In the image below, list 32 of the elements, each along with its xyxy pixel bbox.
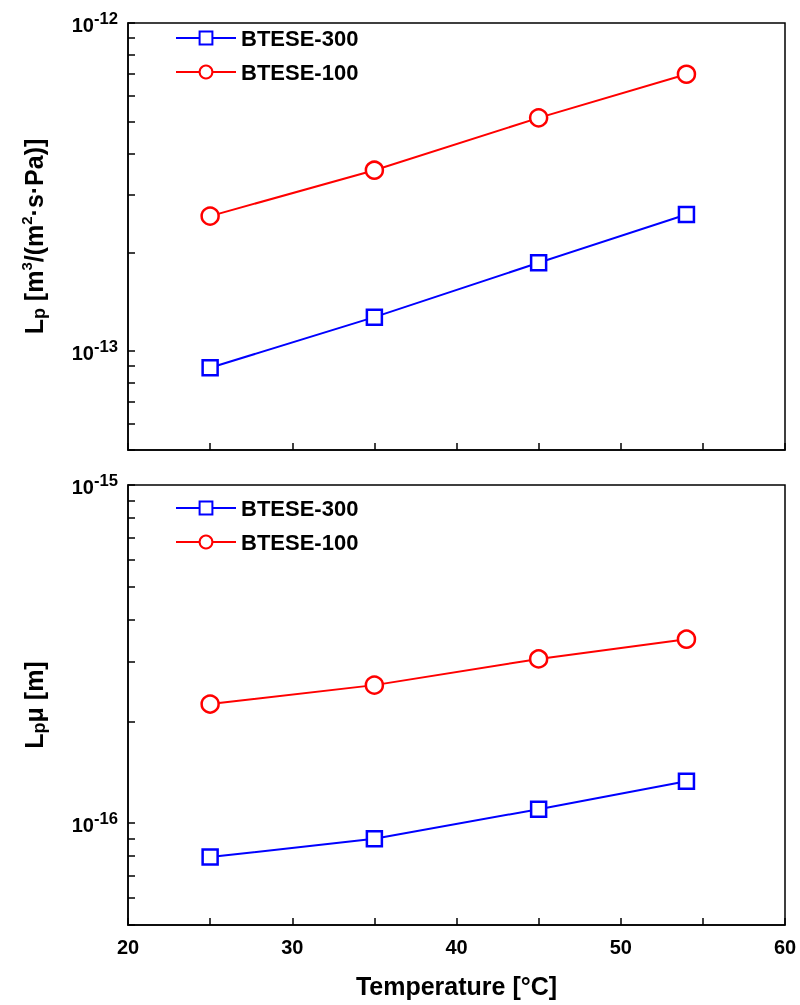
point bbox=[200, 694, 220, 714]
y-tick-label: 10$^{-12}$ bbox=[71, 9, 118, 37]
point bbox=[200, 206, 220, 226]
point bbox=[364, 160, 385, 180]
x-tick-label: 30 bbox=[281, 936, 304, 958]
x-tick-label: 50 bbox=[609, 936, 632, 958]
point bbox=[529, 800, 548, 818]
y-tick-label: 10$^{-13}$ bbox=[71, 337, 118, 366]
x-tick-label: 60 bbox=[773, 936, 797, 958]
point bbox=[677, 205, 696, 224]
point bbox=[365, 308, 384, 326]
x-tick-label: 20 bbox=[116, 936, 140, 958]
point bbox=[364, 675, 385, 695]
point bbox=[528, 649, 549, 669]
y-axis-title: Lp [m3/(m2·s·Pa)] bbox=[18, 138, 49, 335]
legend-label: BTESE-100 bbox=[241, 529, 359, 555]
point bbox=[365, 829, 384, 848]
point bbox=[676, 64, 697, 84]
x-axis-title: Temperature [°C] bbox=[355, 971, 558, 1000]
point bbox=[201, 359, 219, 377]
point bbox=[201, 848, 219, 866]
y-tick-label: 10$^{-16}$ bbox=[71, 809, 118, 838]
legend-label: BTESE-300 bbox=[241, 495, 359, 521]
point bbox=[528, 108, 549, 128]
legend-label: BTESE-100 bbox=[241, 59, 359, 85]
legend-label: BTESE-300 bbox=[241, 25, 359, 51]
point bbox=[677, 772, 696, 791]
point bbox=[676, 629, 697, 649]
point bbox=[529, 254, 548, 272]
y-axis-title: Lpμ [m] bbox=[19, 661, 49, 749]
y-tick-label: 10$^{-15}$ bbox=[71, 471, 118, 499]
x-tick-label: 40 bbox=[445, 936, 468, 958]
